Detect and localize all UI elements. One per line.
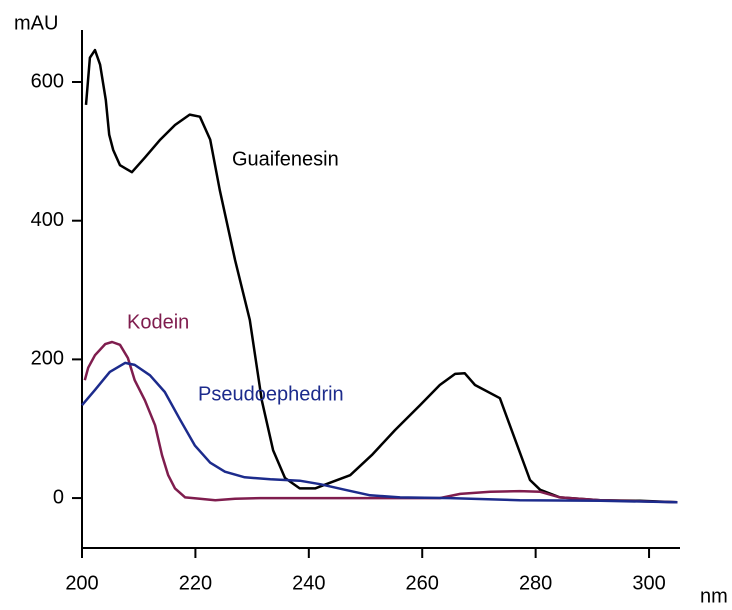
x-axis-label: nm	[700, 585, 728, 607]
series-label: Guaifenesin	[232, 148, 339, 170]
x-tick-label: 200	[65, 572, 98, 594]
y-tick-label: 200	[31, 348, 64, 370]
x-tick-label: 260	[406, 572, 439, 594]
series-label: Kodein	[127, 311, 189, 333]
x-tick-label: 280	[519, 572, 552, 594]
x-tick-label: 240	[292, 572, 325, 594]
y-axis-label: mAU	[14, 12, 58, 34]
series-line	[84, 48, 678, 504]
y-tick-label: 600	[31, 70, 64, 92]
y-tick-label: 400	[31, 209, 64, 231]
series-line	[81, 361, 678, 504]
series-line	[83, 340, 678, 504]
x-tick-label: 300	[632, 572, 665, 594]
series-label: Pseudoephedrin	[198, 383, 344, 405]
x-tick-label: 220	[179, 572, 212, 594]
y-tick-label: 0	[53, 486, 64, 508]
